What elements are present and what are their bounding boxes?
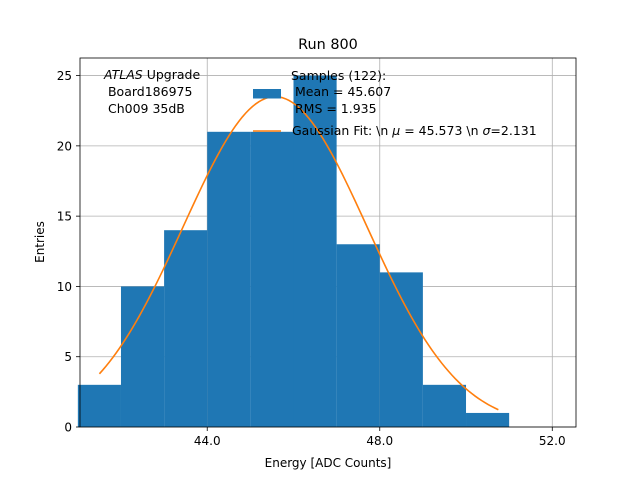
histogram-bar	[379, 272, 423, 427]
atlas-annotation: ATLAS Upgrade Board186975 Ch009 35dB	[103, 67, 200, 116]
legend-hist-swatch	[253, 89, 281, 99]
histogram-bar	[120, 286, 165, 427]
histogram-bars	[77, 75, 510, 428]
x-axis-label: Energy [ADC Counts]	[265, 456, 392, 470]
y-tick-label: 10	[57, 280, 72, 294]
gaussian-fit	[98, 95, 499, 411]
gaussian-fit-curve	[98, 95, 499, 411]
y-tick-label: 25	[57, 69, 72, 83]
y-tick-label: 0	[64, 421, 72, 435]
y-axis-ticks: 0 5 10 15 20 25	[57, 69, 80, 435]
plot-frame	[79, 57, 577, 428]
x-axis-ticks: 44.0 48.0 52.0	[194, 427, 566, 448]
svg-text:ATLAS Upgrade: ATLAS Upgrade	[103, 67, 200, 82]
atlas-label: ATLAS	[103, 67, 143, 82]
legend: Samples (122): Mean = 45.607 RMS = 1.935…	[253, 68, 537, 138]
histogram-bar	[250, 131, 294, 428]
y-tick-label: 5	[64, 350, 72, 364]
histogram-bar	[336, 244, 380, 427]
legend-hist-line-2: Mean = 45.607	[291, 84, 391, 99]
y-tick-label: 15	[57, 210, 72, 224]
y-axis-label: Entries	[33, 221, 47, 263]
legend-hist-line-3: RMS = 1.935	[291, 101, 377, 116]
histogram-bar	[422, 384, 467, 427]
histogram-bar	[77, 384, 121, 427]
upgrade-label: Upgrade	[143, 67, 201, 82]
histogram-bar	[207, 131, 251, 428]
histogram-bar	[164, 230, 208, 427]
board-label: Board186975	[104, 84, 192, 99]
legend-fit-label: Gaussian Fit: \n μ = 45.573 \n σ=2.131	[292, 123, 537, 138]
x-tick-label: 52.0	[539, 434, 566, 448]
chart-title: Run 800	[298, 37, 358, 53]
x-tick-label: 44.0	[194, 434, 221, 448]
legend-hist-line-1: Samples (122):	[291, 68, 386, 83]
channel-label: Ch009 35dB	[104, 101, 185, 116]
histogram-bar	[466, 412, 510, 427]
y-tick-label: 20	[57, 139, 72, 153]
x-tick-label: 48.0	[366, 434, 393, 448]
histogram-bar	[293, 75, 337, 428]
